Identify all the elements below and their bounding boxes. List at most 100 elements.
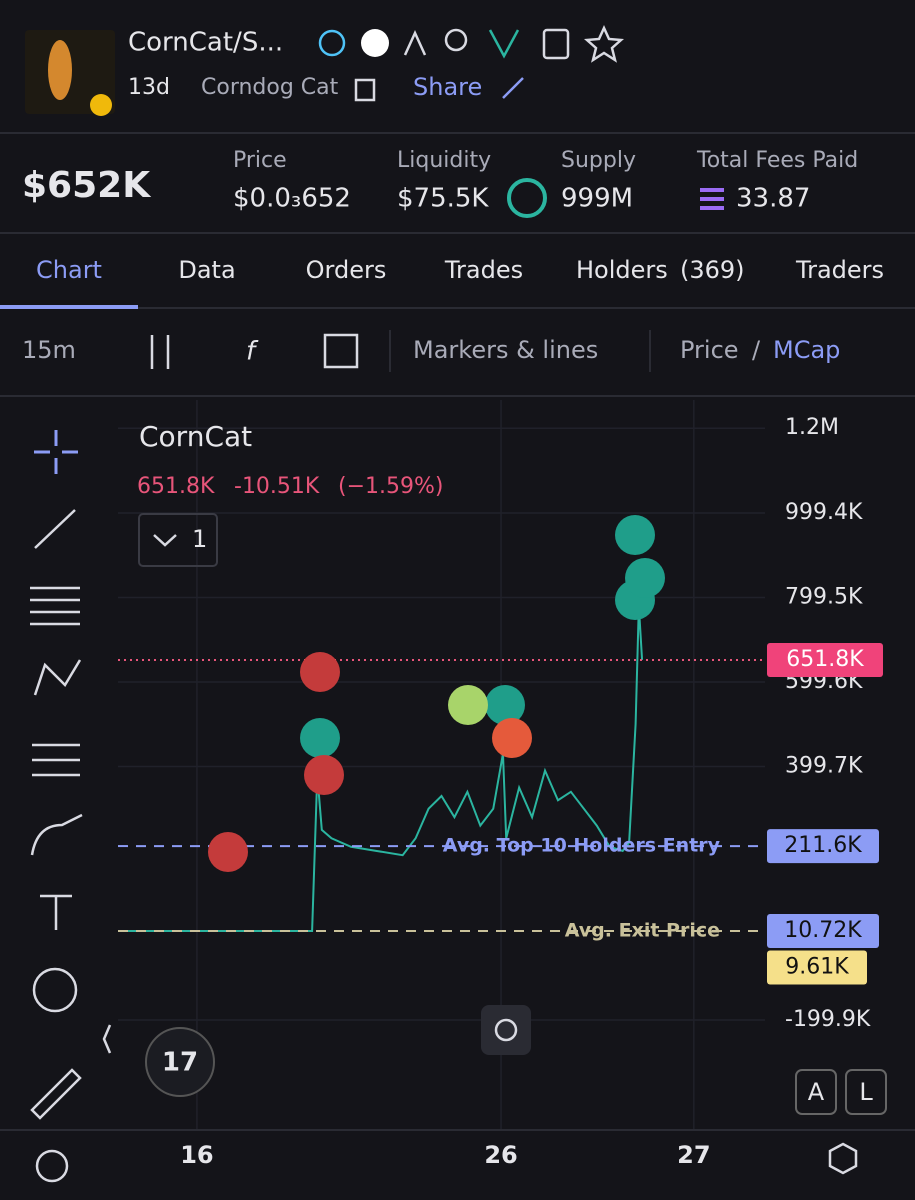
prediction-tool[interactable] — [32, 743, 80, 777]
reset-button[interactable] — [481, 1005, 531, 1055]
lock-icon — [507, 178, 547, 218]
header-icons — [318, 24, 625, 63]
tab[interactable]: Chart — [36, 256, 102, 284]
search-icon[interactable] — [444, 28, 468, 52]
chart-title: CornCat — [139, 420, 252, 453]
scale-button[interactable] — [845, 1069, 887, 1115]
trade-marker[interactable] — [300, 718, 340, 758]
y-tick-label: 1.2M — [785, 415, 839, 440]
tv-logo[interactable] — [145, 1027, 215, 1097]
pane-count: 1 — [192, 525, 207, 553]
market-cap: $652K — [22, 165, 151, 206]
doc-icon[interactable] — [542, 28, 570, 60]
last-price-box — [767, 642, 883, 677]
x-tick-label: 26 — [484, 1141, 517, 1169]
x-tick-label: 16 — [180, 1141, 213, 1169]
pane-toggle[interactable] — [138, 513, 218, 567]
crosshair-tool[interactable] — [34, 430, 78, 474]
collapse-handle[interactable] — [102, 1024, 112, 1054]
reference-box — [767, 829, 879, 864]
trade-marker[interactable] — [625, 558, 665, 598]
share-button[interactable]: Share — [413, 73, 482, 101]
legend-last: 651.8K — [137, 474, 215, 499]
y-tick-label: 399.7K — [785, 754, 863, 779]
extra-box — [767, 950, 867, 985]
legend-percent: (−1.59%) — [338, 474, 444, 499]
trade-marker[interactable] — [448, 685, 488, 725]
y-tick-label: -199.9K — [785, 1007, 871, 1032]
candles-icon[interactable] — [150, 335, 170, 369]
token-age: 13d — [128, 75, 170, 100]
layout-icon[interactable] — [323, 333, 359, 369]
tab[interactable]: Trades — [444, 256, 523, 284]
reference-box — [767, 913, 879, 948]
legend-change: -10.51K — [234, 474, 320, 499]
drawing-tools — [30, 430, 83, 1183]
trade-marker[interactable] — [208, 832, 248, 872]
text-tool[interactable] — [40, 894, 72, 930]
tabs: Chart Data Orders Trades Holders (369) Traders — [36, 256, 884, 284]
zoom-tool[interactable] — [35, 1149, 69, 1183]
stat-label: Liquidity — [397, 148, 491, 173]
reference-name: Avg. Top 10 Holders Entry — [443, 835, 721, 857]
stat-value: $75.5K — [397, 184, 489, 214]
scale-button-label: A — [808, 1078, 825, 1106]
markers-button[interactable]: Markers & lines — [413, 336, 598, 364]
tab[interactable]: Orders — [306, 256, 387, 284]
tab[interactable]: Holders — [576, 256, 668, 284]
reference-label: 10.72K — [784, 918, 862, 943]
trade-marker[interactable] — [300, 652, 340, 692]
trade-marker[interactable] — [492, 718, 532, 758]
token-name: Corndog Cat — [201, 75, 339, 100]
x-tick-label: 27 — [677, 1141, 710, 1169]
trendline-tool[interactable] — [34, 509, 76, 549]
settings-icon[interactable] — [828, 1142, 858, 1175]
link-icon — [502, 77, 524, 99]
trade-marker[interactable] — [615, 515, 655, 555]
stats: Price $0.0₃652 Liquidity $75.5K Supply 999M To… — [233, 148, 858, 214]
pattern-tool[interactable] — [33, 659, 82, 696]
stat-value: 33.87 — [736, 184, 810, 214]
scale-button[interactable] — [795, 1069, 837, 1115]
y-tick-label: 999.4K — [785, 500, 863, 525]
tab-count: (369) — [680, 256, 745, 284]
star-icon[interactable] — [583, 24, 625, 63]
stat-value: $0.0₃652 — [233, 184, 351, 214]
chevron — [153, 534, 177, 547]
fib-tool[interactable] — [30, 586, 80, 626]
mcap-toggle[interactable]: MCap — [773, 336, 840, 364]
sol-icon — [700, 188, 724, 210]
stat-label: Total Fees Paid — [696, 148, 858, 173]
y-tick-label: 799.5K — [785, 585, 863, 610]
price-line — [118, 605, 644, 932]
tab-underline — [0, 305, 138, 309]
tab[interactable]: Data — [178, 256, 235, 284]
reference-name: Avg. Exit Price — [565, 919, 720, 941]
scale-button-label: L — [859, 1078, 873, 1106]
interval[interactable]: 15m — [22, 336, 76, 364]
tab[interactable]: Traders — [795, 256, 884, 284]
brush-tool[interactable] — [30, 813, 83, 856]
trade-marker[interactable] — [485, 685, 525, 725]
emoji-tool[interactable] — [32, 967, 78, 1013]
extra-label: 9.61K — [785, 954, 849, 979]
reference-label: 211.6K — [784, 833, 862, 858]
ruler-tool[interactable] — [30, 1068, 82, 1120]
community-icon[interactable] — [318, 29, 346, 57]
separator: / — [752, 336, 761, 364]
tiktok-icon[interactable] — [361, 29, 389, 57]
badge — [90, 94, 112, 116]
copy-icon[interactable] — [354, 78, 376, 102]
owl-icon[interactable] — [488, 29, 520, 59]
trade-marker[interactable] — [304, 755, 344, 795]
price-toggle[interactable]: Price — [680, 336, 739, 364]
hand-icon[interactable] — [403, 29, 427, 56]
stat-label: Price — [233, 148, 287, 173]
stat-label: Supply — [561, 148, 636, 173]
trade-markers — [208, 515, 665, 872]
last-price-label: 651.8K — [786, 647, 864, 672]
avatar-art — [48, 40, 72, 100]
tv-logo-mark: 17 — [162, 1048, 198, 1078]
